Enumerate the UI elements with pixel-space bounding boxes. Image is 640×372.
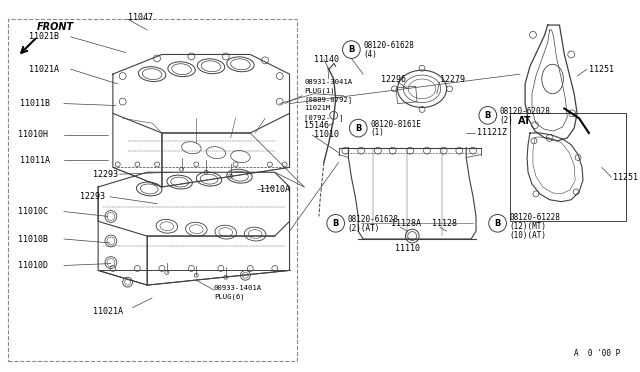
Text: PLUG(1): PLUG(1) xyxy=(304,87,335,94)
Text: (4): (4) xyxy=(363,50,377,59)
Text: B: B xyxy=(495,219,501,228)
Text: 11251: 11251 xyxy=(613,173,639,182)
Circle shape xyxy=(349,119,367,137)
Text: AT: AT xyxy=(518,116,532,126)
Text: 11140: 11140 xyxy=(314,55,339,64)
Text: A  0 '00 P: A 0 '00 P xyxy=(574,349,620,358)
Text: 11021M: 11021M xyxy=(304,106,330,112)
Text: 12279: 12279 xyxy=(440,74,465,84)
Text: 11011A: 11011A xyxy=(20,156,50,165)
Text: 00933-1401A: 00933-1401A xyxy=(214,285,262,291)
Text: 11021A: 11021A xyxy=(93,307,124,316)
Circle shape xyxy=(479,106,497,124)
Text: 08931-3041A: 08931-3041A xyxy=(304,79,353,85)
Text: 12296: 12296 xyxy=(381,74,406,84)
Text: FRONT: FRONT xyxy=(37,22,74,32)
Text: (2)(AT): (2)(AT) xyxy=(348,224,380,233)
Bar xyxy=(396,86,417,103)
Text: (1): (1) xyxy=(370,128,384,138)
Text: 08120-61228: 08120-61228 xyxy=(509,213,560,222)
Text: 11121Z: 11121Z xyxy=(477,128,507,138)
Text: 11010A: 11010A xyxy=(260,185,290,195)
Text: 08120-62028: 08120-62028 xyxy=(500,107,550,116)
Text: 11047: 11047 xyxy=(127,13,152,22)
Circle shape xyxy=(342,41,360,58)
Text: 15146: 15146 xyxy=(304,121,329,130)
Text: 11128: 11128 xyxy=(432,219,457,228)
Text: (10)(AT): (10)(AT) xyxy=(509,231,547,240)
Text: 11010D: 11010D xyxy=(18,261,47,270)
Text: 11010: 11010 xyxy=(314,131,339,140)
Text: 12293: 12293 xyxy=(81,192,106,201)
Text: (12)(MT): (12)(MT) xyxy=(509,222,547,231)
Text: 11021A: 11021A xyxy=(29,65,60,74)
Text: 11110: 11110 xyxy=(395,244,420,253)
Text: B: B xyxy=(348,45,355,54)
Text: B: B xyxy=(484,111,491,120)
Bar xyxy=(510,113,626,221)
Text: 08120-61628: 08120-61628 xyxy=(363,41,414,50)
Text: 11011B: 11011B xyxy=(20,99,50,108)
Text: [0889-0792]: [0889-0792] xyxy=(304,96,353,103)
Text: (2): (2) xyxy=(500,116,513,125)
Text: 11010H: 11010H xyxy=(18,131,47,140)
Text: PLUG(6): PLUG(6) xyxy=(214,294,244,300)
Text: 08120-61628: 08120-61628 xyxy=(348,215,398,224)
Text: 11128A: 11128A xyxy=(390,219,420,228)
Text: 11021B: 11021B xyxy=(29,32,60,41)
Text: B: B xyxy=(333,219,339,228)
Text: 08120-8161E: 08120-8161E xyxy=(370,120,421,129)
Circle shape xyxy=(327,215,344,232)
Circle shape xyxy=(489,215,506,232)
Text: 12293: 12293 xyxy=(93,170,118,179)
Text: 11010C: 11010C xyxy=(18,207,47,216)
Text: [0792-  ]: [0792- ] xyxy=(304,114,344,121)
Bar xyxy=(8,19,298,361)
Text: B: B xyxy=(355,124,362,132)
Text: 11010B: 11010B xyxy=(18,234,47,244)
Text: 11251: 11251 xyxy=(589,65,614,74)
